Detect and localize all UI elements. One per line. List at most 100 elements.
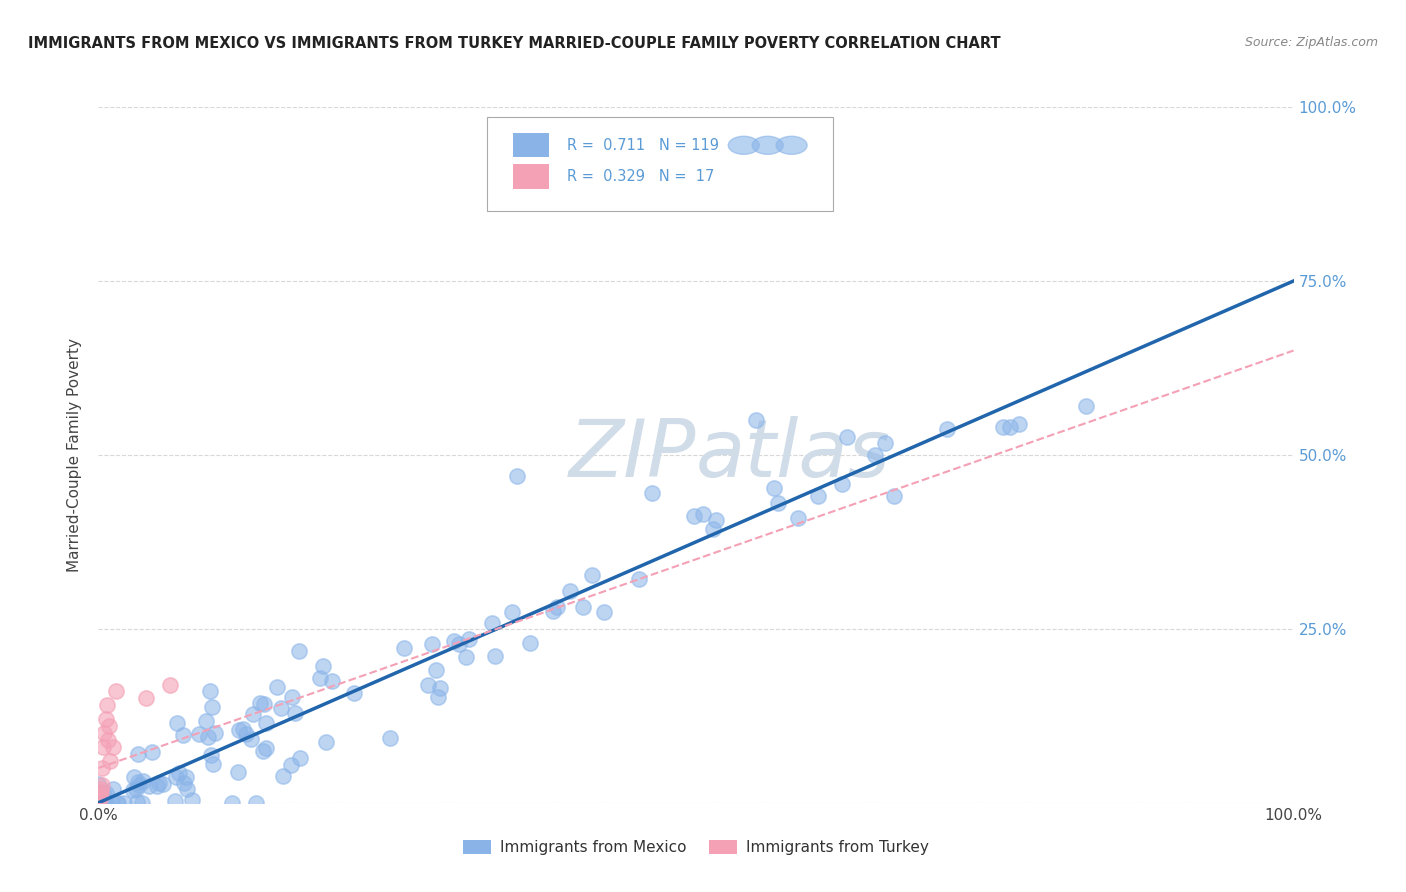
Immigrants from Mexico xyxy=(91,786,114,800)
Immigrants from Mexico xyxy=(93,796,115,810)
Immigrants from Mexico xyxy=(807,489,830,503)
Immigrants from Turkey xyxy=(97,733,120,747)
Immigrants from Mexico xyxy=(90,796,112,810)
Immigrants from Mexico xyxy=(519,636,541,650)
FancyBboxPatch shape xyxy=(513,164,548,189)
Immigrants from Mexico xyxy=(704,513,727,527)
Immigrants from Mexico xyxy=(787,511,810,525)
Immigrants from Turkey xyxy=(91,740,114,755)
Immigrants from Turkey xyxy=(91,761,114,775)
Circle shape xyxy=(728,136,759,154)
Immigrants from Turkey xyxy=(105,684,128,698)
Immigrants from Turkey xyxy=(91,778,114,793)
Immigrants from Mexico xyxy=(628,572,651,586)
Immigrants from Mexico xyxy=(702,522,724,536)
Immigrants from Mexico xyxy=(745,413,768,427)
Immigrants from Mexico xyxy=(458,632,481,646)
Immigrants from Mexico xyxy=(546,600,568,615)
Immigrants from Turkey xyxy=(90,781,112,796)
Immigrants from Mexico xyxy=(93,796,115,810)
Immigrants from Mexico xyxy=(425,663,447,677)
Y-axis label: Married-Couple Family Poverty: Married-Couple Family Poverty xyxy=(67,338,83,572)
Immigrants from Mexico xyxy=(581,568,603,582)
Immigrants from Mexico xyxy=(125,795,148,809)
Immigrants from Mexico xyxy=(343,686,366,700)
Immigrants from Mexico xyxy=(96,786,118,800)
Immigrants from Mexico xyxy=(87,776,110,790)
Immigrants from Mexico xyxy=(311,659,333,673)
Immigrants from Mexico xyxy=(89,796,111,810)
Immigrants from Mexico xyxy=(101,782,124,797)
Immigrants from Mexico xyxy=(200,747,222,762)
Immigrants from Mexico xyxy=(835,430,858,444)
Immigrants from Turkey xyxy=(90,785,112,799)
Immigrants from Turkey xyxy=(89,789,111,803)
Immigrants from Mexico xyxy=(456,649,478,664)
Immigrants from Mexico xyxy=(484,648,506,663)
Immigrants from Mexico xyxy=(831,477,853,491)
Immigrants from Mexico xyxy=(321,673,343,688)
Immigrants from Mexico xyxy=(107,796,129,810)
Immigrants from Mexico xyxy=(271,769,294,783)
Legend: Immigrants from Mexico, Immigrants from Turkey: Immigrants from Mexico, Immigrants from … xyxy=(457,834,935,862)
Immigrants from Mexico xyxy=(146,779,169,793)
Immigrants from Mexico xyxy=(991,419,1014,434)
Immigrants from Mexico xyxy=(266,680,288,694)
Immigrants from Mexico xyxy=(228,723,250,737)
Immigrants from Mexico xyxy=(270,701,292,715)
Immigrants from Mexico xyxy=(766,496,789,510)
Immigrants from Mexico xyxy=(138,779,160,793)
Immigrants from Mexico xyxy=(166,716,188,731)
Immigrants from Mexico xyxy=(692,507,714,521)
Immigrants from Mexico xyxy=(152,777,174,791)
Immigrants from Mexico xyxy=(284,706,307,721)
FancyBboxPatch shape xyxy=(513,133,548,158)
Immigrants from Mexico xyxy=(148,775,170,789)
Immigrants from Mexico xyxy=(201,700,224,714)
Immigrants from Mexico xyxy=(640,486,662,500)
Immigrants from Mexico xyxy=(252,698,274,712)
Immigrants from Mexico xyxy=(378,731,401,745)
Immigrants from Mexico xyxy=(288,751,311,765)
Immigrants from Turkey xyxy=(101,740,124,755)
Immigrants from Turkey xyxy=(94,712,117,726)
Immigrants from Mexico xyxy=(245,796,267,810)
Immigrants from Mexico xyxy=(1008,417,1031,431)
Immigrants from Mexico xyxy=(127,747,149,761)
Immigrants from Mexico xyxy=(128,778,150,792)
Immigrants from Mexico xyxy=(167,766,190,780)
Text: Source: ZipAtlas.com: Source: ZipAtlas.com xyxy=(1244,36,1378,49)
Immigrants from Mexico xyxy=(232,722,254,736)
Immigrants from Mexico xyxy=(560,583,582,598)
Immigrants from Mexico xyxy=(315,735,337,749)
Immigrants from Turkey xyxy=(98,719,121,733)
Immigrants from Mexico xyxy=(449,637,471,651)
Immigrants from Turkey xyxy=(159,677,181,691)
Immigrants from Mexico xyxy=(194,714,217,728)
Immigrants from Turkey xyxy=(96,698,118,713)
Immigrants from Mexico xyxy=(122,770,145,784)
Text: ZIP: ZIP xyxy=(568,416,696,494)
Immigrants from Mexico xyxy=(426,690,449,705)
Immigrants from Mexico xyxy=(112,796,135,810)
Immigrants from Mexico xyxy=(429,681,451,696)
Immigrants from Mexico xyxy=(875,435,897,450)
Immigrants from Mexico xyxy=(173,775,195,789)
Immigrants from Mexico xyxy=(762,481,785,495)
Immigrants from Mexico xyxy=(256,741,278,756)
Immigrants from Mexico xyxy=(226,764,249,779)
Immigrants from Mexico xyxy=(204,725,226,739)
Immigrants from Mexico xyxy=(254,715,277,730)
Immigrants from Mexico xyxy=(443,634,465,648)
Immigrants from Mexico xyxy=(176,782,198,797)
Immigrants from Mexico xyxy=(165,770,187,784)
Immigrants from Mexico xyxy=(181,793,204,807)
Immigrants from Mexico xyxy=(94,796,117,810)
FancyBboxPatch shape xyxy=(486,118,834,211)
Immigrants from Mexico xyxy=(163,794,186,808)
Immigrants from Mexico xyxy=(935,422,957,436)
Immigrants from Turkey xyxy=(98,754,122,768)
Immigrants from Mexico xyxy=(481,615,503,630)
Immigrants from Mexico xyxy=(197,730,219,744)
Immigrants from Mexico xyxy=(127,775,149,789)
